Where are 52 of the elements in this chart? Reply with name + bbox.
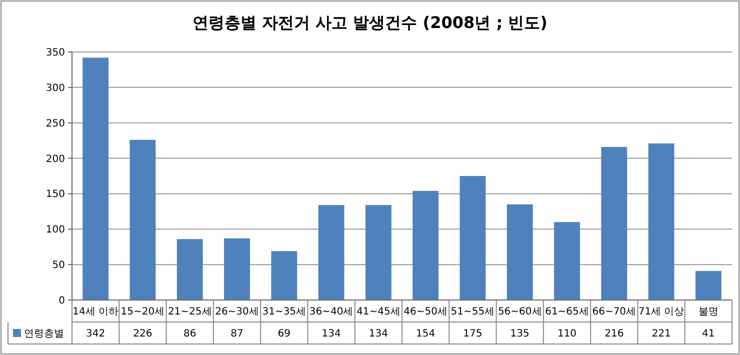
bar xyxy=(130,140,156,300)
bar xyxy=(506,204,533,300)
x-tick-label: 46~50세 xyxy=(404,306,448,318)
x-tick-label: 41~45세 xyxy=(356,306,400,318)
bar xyxy=(365,205,392,300)
x-tick-label: 31~35세 xyxy=(262,306,306,318)
y-tick-label: 0 xyxy=(58,296,65,306)
data-label: 134 xyxy=(368,328,388,340)
y-tick-label: 350 xyxy=(46,48,65,58)
x-tick-label: 15~20세 xyxy=(120,306,165,318)
y-tick-label: 150 xyxy=(46,189,65,200)
data-label: 69 xyxy=(278,328,291,340)
bar xyxy=(601,146,628,300)
data-label: 110 xyxy=(557,328,577,340)
data-label: 135 xyxy=(510,328,530,340)
data-label: 134 xyxy=(322,328,341,340)
y-tick-label: 200 xyxy=(46,154,65,165)
data-label: 86 xyxy=(183,328,196,340)
chart-title: 연령층별 자전거 사고 발생건수 (2008년 ; 빈도) xyxy=(192,13,548,32)
bar xyxy=(176,239,203,300)
data-label: 226 xyxy=(133,328,152,340)
data-label: 41 xyxy=(702,328,715,340)
x-tick-label: 14세 이하 xyxy=(72,306,119,318)
x-tick-label: 56~60세 xyxy=(498,306,542,318)
bar xyxy=(224,238,250,300)
x-tick-label: 36~40세 xyxy=(309,306,354,318)
bar xyxy=(460,176,486,300)
data-label: 87 xyxy=(230,328,244,340)
y-tick-label: 50 xyxy=(52,260,65,272)
bar xyxy=(412,190,439,300)
y-tick-label: 300 xyxy=(46,82,65,94)
data-label: 154 xyxy=(416,328,436,340)
bar xyxy=(271,251,298,300)
data-label: 175 xyxy=(463,328,482,340)
x-tick-label: 61~65세 xyxy=(545,306,589,318)
data-label: 221 xyxy=(652,328,671,340)
x-tick-label: 26~30세 xyxy=(215,306,259,318)
y-tick-label: 250 xyxy=(46,118,65,130)
x-tick-label: 66~70세 xyxy=(592,306,636,318)
x-tick-label: 51~55세 xyxy=(450,306,495,318)
data-label: 216 xyxy=(604,328,624,340)
legend-label: 연령층별 xyxy=(24,328,64,340)
x-tick-label: 71세 이상 xyxy=(638,306,684,318)
y-tick-label: 100 xyxy=(46,224,65,236)
bar xyxy=(318,205,344,300)
bar xyxy=(695,270,722,300)
bar xyxy=(554,222,580,300)
data-label: 342 xyxy=(86,328,106,340)
x-tick-label: 불명 xyxy=(698,306,718,318)
bar xyxy=(648,143,674,300)
x-tick-label: 21~25세 xyxy=(168,306,212,318)
bar xyxy=(82,58,109,300)
